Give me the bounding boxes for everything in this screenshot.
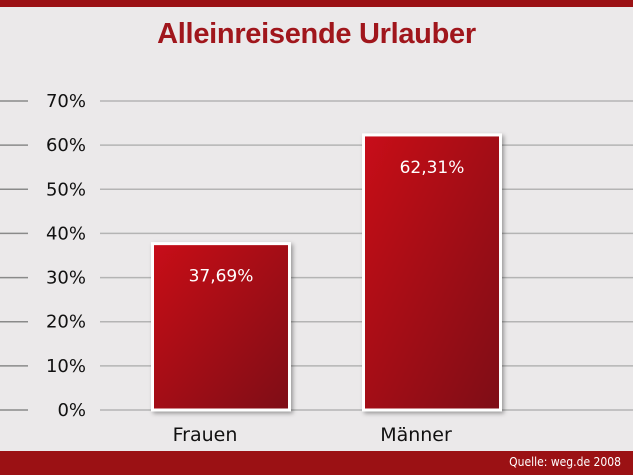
y-tick-label: 40%	[46, 223, 86, 244]
y-axis-ticks: 0% 10% 20% 30% 40% 50% 60% 70%	[46, 91, 86, 421]
y-tick-label: 0%	[57, 400, 86, 421]
data-label: 37,69%	[189, 267, 254, 287]
y-tick-label: 60%	[46, 135, 86, 156]
bar	[151, 242, 291, 412]
data-label: 62,31%	[400, 158, 465, 178]
bars: 37,69% Frauen 62,31% Männer	[151, 133, 502, 446]
bar-group: 37,69% Frauen	[151, 242, 291, 446]
chart-title: Alleinreisende Urlauber	[157, 18, 476, 50]
grid-layer	[0, 100, 633, 411]
source-note: Quelle: weg.de 2008	[509, 455, 621, 469]
y-tick-label: 20%	[46, 312, 86, 333]
bar-group: 62,31% Männer	[362, 133, 502, 446]
footer-band: Quelle: weg.de 2008	[0, 451, 633, 475]
category-label: Männer	[380, 424, 452, 446]
y-tick-label: 30%	[46, 268, 86, 289]
y-tick-label: 50%	[46, 179, 86, 200]
category-label: Frauen	[173, 424, 238, 446]
top-band	[0, 0, 633, 7]
y-tick-label: 10%	[46, 356, 86, 377]
y-tick-label: 70%	[46, 91, 86, 112]
bar	[362, 133, 502, 412]
